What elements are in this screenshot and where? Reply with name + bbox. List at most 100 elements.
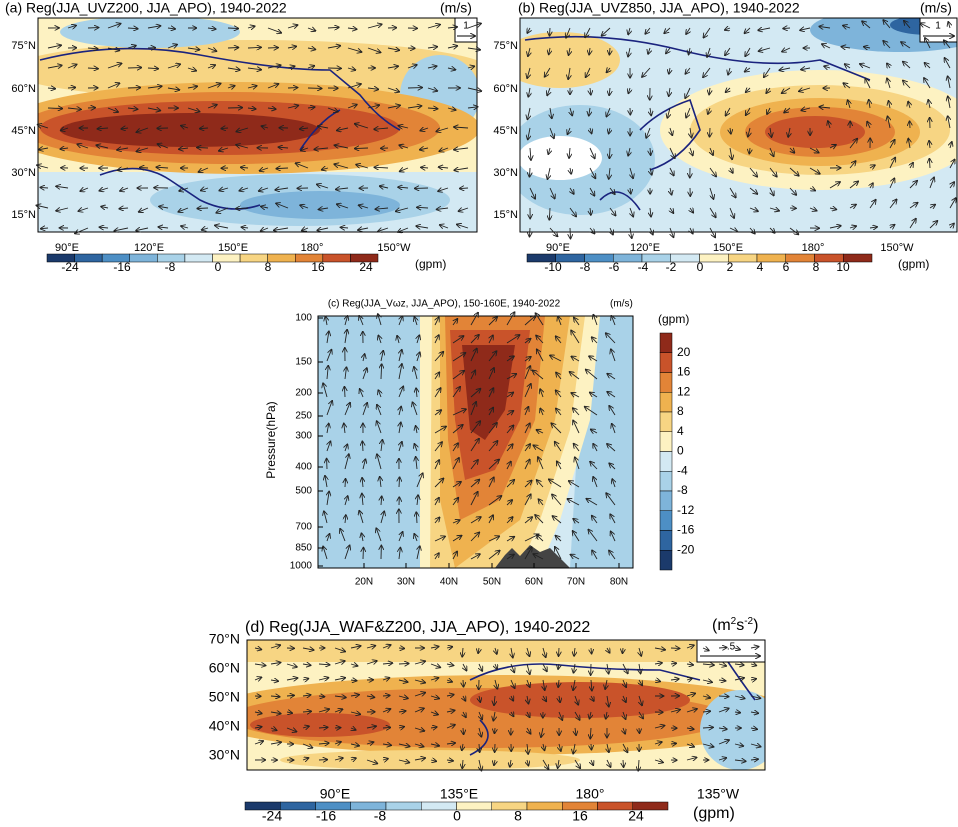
wind-vector <box>494 759 495 765</box>
wind-vector <box>325 317 327 326</box>
wind-vector <box>446 695 454 696</box>
wind-vector <box>447 46 457 48</box>
unit-part: 2 <box>731 616 737 627</box>
wind-vector <box>622 743 627 752</box>
wind-vector <box>690 127 691 137</box>
wind-vector <box>536 313 544 326</box>
wind-vector <box>650 107 651 115</box>
wind-vector <box>585 407 598 416</box>
wind-vector <box>571 393 580 397</box>
wind-vector <box>529 227 530 237</box>
wind-vector <box>345 367 346 380</box>
wind-vector <box>586 370 598 380</box>
wind-vector <box>382 709 390 712</box>
wind-vector <box>867 122 870 129</box>
wind-vector <box>809 147 819 153</box>
wind-vector <box>127 108 137 109</box>
wind-vector <box>479 727 481 737</box>
wind-vector <box>355 148 369 149</box>
colorbar-box <box>699 253 729 263</box>
wind-vector <box>609 47 610 55</box>
wind-vector <box>870 165 875 168</box>
wind-vector <box>589 187 594 196</box>
wind-vector <box>460 188 469 189</box>
colorbar-label: -8 <box>374 808 387 824</box>
wind-vector <box>686 693 695 696</box>
wind-vector <box>398 744 410 746</box>
wind-vector <box>689 47 690 54</box>
wind-vector <box>790 148 794 153</box>
wind-vector <box>589 711 591 719</box>
wind-vector <box>510 759 511 767</box>
wind-vector <box>949 159 955 169</box>
wind-vector <box>536 336 544 344</box>
wind-vector <box>948 76 950 89</box>
wind-vector <box>543 695 546 701</box>
wind-vector <box>746 88 750 92</box>
colorbar-box <box>350 253 379 263</box>
wind-vector <box>478 647 479 653</box>
wind-vector <box>607 695 609 707</box>
panel-title: (d) Reg(JJA_WAF&Z200, JJA_APO), 1940-202… <box>245 619 590 636</box>
wind-vector <box>589 356 598 362</box>
wind-vector <box>435 498 439 506</box>
wind-vector <box>378 390 381 398</box>
wind-vector <box>556 390 562 398</box>
ref-vector-label: .5 <box>727 642 736 653</box>
wind-vector <box>929 221 937 229</box>
wind-vector <box>642 67 651 77</box>
wind-vector <box>609 551 616 560</box>
wind-vector <box>344 545 350 560</box>
x-tick-label: 30N <box>397 577 415 588</box>
wind-vector <box>314 148 329 149</box>
wind-vector <box>730 168 733 173</box>
y-tick-label: 400 <box>295 462 312 473</box>
wind-vector <box>381 351 383 362</box>
wind-vector <box>769 208 779 211</box>
wind-vector <box>470 480 479 488</box>
lat-label: 30°N <box>209 747 240 763</box>
colorbar-box <box>659 550 673 571</box>
colorbar-box <box>385 801 422 811</box>
wind-vector <box>611 349 616 362</box>
x-tick-label: 20N <box>355 577 373 588</box>
colorbar-box <box>267 253 296 263</box>
wind-vector <box>381 364 382 380</box>
wind-vector <box>366 646 375 648</box>
wind-vector <box>417 335 419 344</box>
wind-vector <box>334 648 345 651</box>
wind-vector <box>100 227 109 228</box>
wind-vector <box>96 145 109 148</box>
wind-vector <box>622 663 628 673</box>
wind-vector <box>452 336 463 344</box>
wind-vector <box>302 648 314 650</box>
wind-vector <box>435 372 439 380</box>
wind-vector <box>454 148 469 150</box>
wind-vector <box>558 316 561 326</box>
wind-vector <box>527 663 530 674</box>
wind-vector <box>506 425 513 434</box>
wind-vector <box>506 392 513 398</box>
colorbar-label: 10 <box>836 260 850 274</box>
wind-vector <box>398 760 409 763</box>
wind-vector <box>286 728 296 732</box>
wind-vector <box>407 65 417 68</box>
wind-vector <box>366 661 377 664</box>
colorbar-label: 2 <box>727 260 734 274</box>
wind-vector <box>87 68 98 69</box>
wind-vector <box>729 187 736 197</box>
wind-vector <box>686 645 694 648</box>
wind-vector <box>302 228 309 231</box>
wind-vector <box>127 28 138 29</box>
wind-vector <box>495 679 497 689</box>
wind-vector <box>527 647 529 656</box>
lat-label: 50°N <box>209 689 240 705</box>
wind-vector <box>591 647 592 654</box>
wind-vector <box>575 695 578 705</box>
wind-vector <box>702 696 710 698</box>
wind-vector <box>759 48 771 51</box>
wind-vector <box>630 187 631 194</box>
wind-vector <box>586 499 598 506</box>
wind-vector <box>529 187 535 199</box>
wind-vector <box>335 145 349 148</box>
